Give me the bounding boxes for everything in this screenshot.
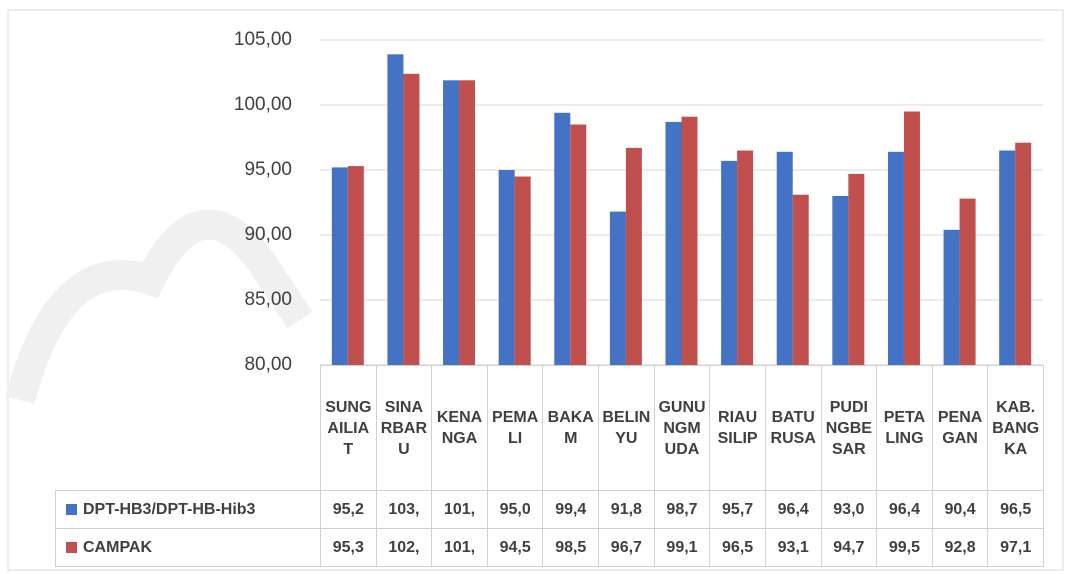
bar [499,170,515,365]
bar [332,167,348,365]
y-tick-label: 80,00 [244,354,292,375]
bar [554,113,570,365]
table-value: 99,4 [542,490,599,529]
legend-label: DPT-HB3/DPT-HB-Hib3 [83,499,255,520]
category-label: PUDINGBESAR [821,365,878,491]
bar [777,152,793,365]
table-value: 93,1 [765,528,822,567]
bar [515,177,531,366]
bar [387,54,403,365]
bar [348,166,364,365]
legend-swatch [66,542,77,553]
table-value: 99,5 [876,528,933,567]
bar [1015,143,1031,365]
category-label: GUNUNGMUDA [654,365,711,491]
category-label: PETALING [876,365,933,491]
bar [682,117,698,365]
bar [737,151,753,366]
table-value: 96,5 [987,490,1044,529]
category-label: PEMALI [487,365,544,491]
page: 80,00 85,00 90,00 95,00 100,00 105,00 SUNGAIL… [0,0,1071,574]
table-value: 90,4 [932,490,989,529]
table-value: 95,0 [487,490,544,529]
table-value: 94,5 [487,528,544,567]
legend-entry: CAMPAK [55,528,321,567]
bar [904,112,920,366]
y-tick-label: 90,00 [244,224,292,245]
bar [459,80,475,365]
bar [999,151,1015,366]
y-tick-label: 105,00 [234,29,292,50]
category-label: KENANGA [431,365,488,491]
legend-entry: DPT-HB3/DPT-HB-Hib3 [55,490,321,529]
bar [570,125,586,366]
table-value: 91,8 [598,490,655,529]
table-value: 103, [376,490,433,529]
bar [403,74,419,365]
table-value: 94,7 [821,528,878,567]
table-value: 93,0 [821,490,878,529]
category-label: SUNGAILIAT [320,365,377,491]
table-value: 96,5 [709,528,766,567]
table-value: 101, [431,528,488,567]
table-value: 95,2 [320,490,377,529]
bar [848,174,864,365]
table-value: 101, [431,490,488,529]
table-value: 95,7 [709,490,766,529]
table-value: 95,3 [320,528,377,567]
table-value: 98,5 [542,528,599,567]
bar [944,230,960,365]
table-value: 99,1 [654,528,711,567]
table-value: 92,8 [932,528,989,567]
bar [610,212,626,365]
category-label: BAKAM [542,365,599,491]
table-value: 102, [376,528,433,567]
bar [666,122,682,365]
table-value: 96,4 [876,490,933,529]
category-label: KAB. BANGKA [987,365,1044,491]
legend-label: CAMPAK [83,537,152,558]
bar [888,152,904,365]
category-label: BELINYU [598,365,655,491]
bar [443,80,459,365]
y-tick-label: 85,00 [244,289,292,310]
category-label: BATURUSA [765,365,822,491]
bar [721,161,737,365]
category-label: SINARBARU [376,365,433,491]
legend-swatch [66,504,77,515]
bar [626,148,642,365]
category-label: RIAU SILIP [709,365,766,491]
table-value: 97,1 [987,528,1044,567]
bar [832,196,848,365]
y-tick-label: 95,00 [244,159,292,180]
bar [793,195,809,365]
y-tick-label: 100,00 [234,94,292,115]
table-value: 96,4 [765,490,822,529]
category-label: PENAGAN [932,365,989,491]
bar [960,199,976,365]
table-value: 98,7 [654,490,711,529]
table-value: 96,7 [598,528,655,567]
